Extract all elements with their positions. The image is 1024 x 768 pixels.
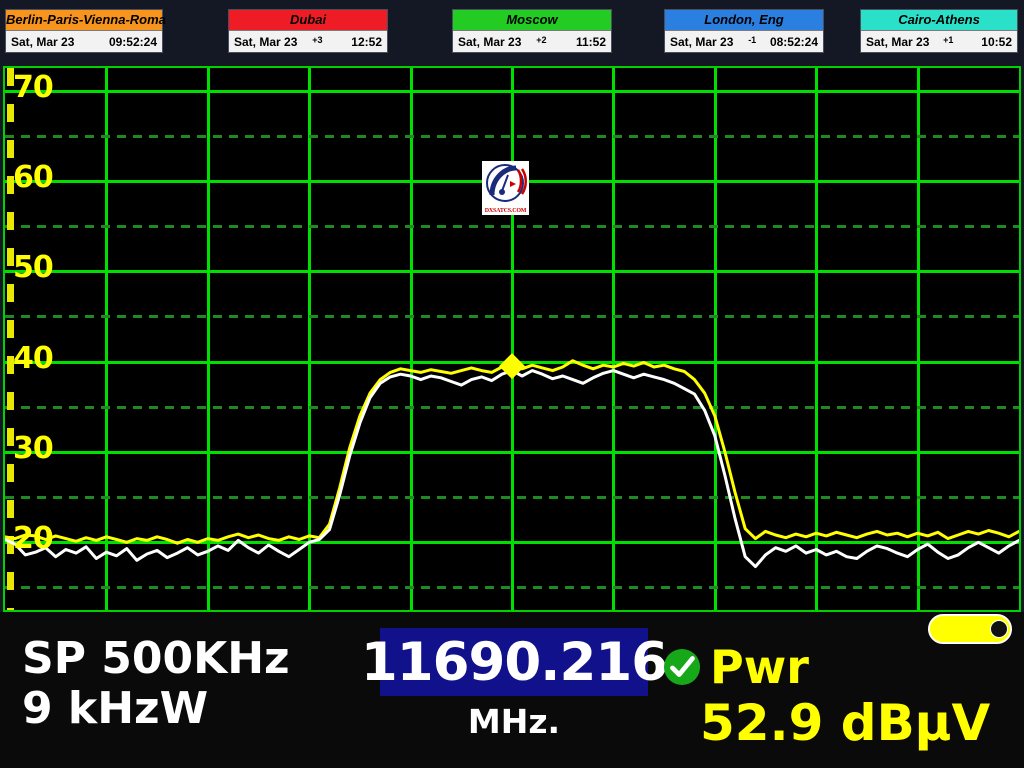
clock-readout: Sat, Mar 23 +1 10:52 bbox=[861, 30, 1017, 52]
clock-city-label: Berlin-Paris-Vienna-Roma bbox=[6, 10, 166, 30]
clock-readout: Sat, Mar 23 -1 08:52:24 bbox=[665, 30, 823, 52]
span-line-2: 9 kHzW bbox=[22, 683, 209, 734]
clock-readout: Sat, Mar 23 09:52:24 bbox=[6, 30, 162, 52]
clock-date: Sat, Mar 23 bbox=[11, 35, 75, 49]
span-line-1: SP 500KHz bbox=[22, 633, 290, 684]
clock-utc-offset: +2 bbox=[536, 35, 547, 45]
frequency-display[interactable]: 11690.216 bbox=[361, 628, 668, 696]
clock-berlin[interactable]: Berlin-Paris-Vienna-Roma Sat, Mar 23 09:52… bbox=[5, 9, 166, 53]
span-info: SP 500KHz 9 kHzW bbox=[22, 634, 290, 734]
clock-moscow[interactable]: Moscow Sat, Mar 23 +2 11:52 bbox=[452, 9, 612, 53]
clock-city-label: Moscow bbox=[453, 10, 611, 30]
clock-city-label: London, Eng bbox=[665, 10, 823, 30]
clock-city-label: Dubai bbox=[229, 10, 387, 30]
info-bar: SP 500KHz 9 kHzW 11690.216 MHz. Pwr 52.9… bbox=[0, 612, 1024, 768]
clock-time: 08:52:24 bbox=[769, 35, 818, 49]
clock-time: 10:52 bbox=[981, 35, 1012, 49]
logo-text: DXSATCS.COM bbox=[484, 208, 527, 214]
frequency-value: 11690.216 bbox=[360, 631, 668, 693]
frequency-unit: MHz. bbox=[467, 702, 561, 741]
clock-date: Sat, Mar 23 bbox=[670, 35, 734, 49]
clock-london[interactable]: London, Eng Sat, Mar 23 -1 08:52:24 bbox=[664, 9, 824, 53]
satellite-dish-icon bbox=[486, 164, 527, 202]
clock-time: 09:52:24 bbox=[108, 35, 157, 49]
clock-time: 11:52 bbox=[575, 35, 606, 49]
center-frequency-marker bbox=[499, 353, 525, 380]
clock-readout: Sat, Mar 23 +2 11:52 bbox=[453, 30, 611, 52]
spectrum-canvas bbox=[5, 68, 1019, 610]
spectrum-plot[interactable]: DXSATCS.COM 70 60 50 40 30 20 bbox=[3, 66, 1021, 612]
world-clock-bar: Berlin-Paris-Vienna-Roma Sat, Mar 23 09:52… bbox=[0, 0, 1024, 66]
clock-utc-offset: -1 bbox=[748, 35, 757, 45]
clock-cairo[interactable]: Cairo-Athens Sat, Mar 23 +1 10:52 bbox=[860, 9, 1018, 53]
power-value: 52.9 dBµV bbox=[700, 694, 991, 752]
green-check-icon bbox=[663, 648, 701, 686]
toggle-knob-icon bbox=[990, 620, 1008, 638]
dxsatcs-logo: DXSATCS.COM bbox=[482, 161, 529, 215]
clock-date: Sat, Mar 23 bbox=[458, 35, 522, 49]
clock-utc-offset: +3 bbox=[312, 35, 323, 45]
clock-utc-offset: +1 bbox=[943, 35, 954, 45]
clock-time: 12:52 bbox=[351, 35, 382, 49]
clock-readout: Sat, Mar 23 +3 12:52 bbox=[229, 30, 387, 52]
power-label: Pwr bbox=[710, 640, 809, 694]
clock-date: Sat, Mar 23 bbox=[234, 35, 298, 49]
clock-dubai[interactable]: Dubai Sat, Mar 23 +3 12:52 bbox=[228, 9, 388, 53]
power-toggle[interactable] bbox=[928, 614, 1012, 644]
clock-city-label: Cairo-Athens bbox=[861, 10, 1017, 30]
clock-date: Sat, Mar 23 bbox=[866, 35, 930, 49]
